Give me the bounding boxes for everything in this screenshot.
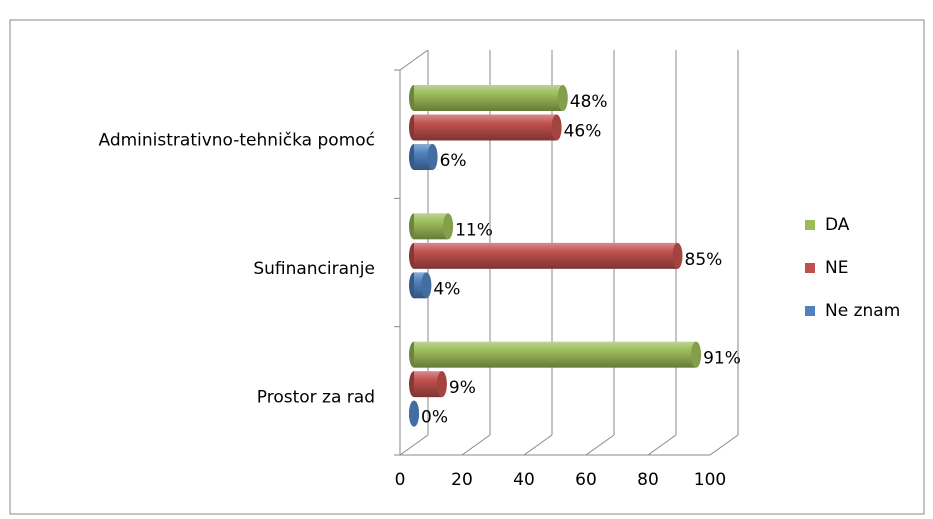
- data-label: 0%: [421, 408, 448, 428]
- y-tick-label: Sufinanciranje: [253, 259, 375, 279]
- bar: [414, 242, 678, 269]
- grid-line: [461, 434, 491, 456]
- legend-label: Ne znam: [825, 301, 900, 321]
- bar: [414, 114, 557, 141]
- bar: [414, 144, 433, 170]
- bar: [414, 85, 563, 111]
- grid-line: [399, 434, 429, 456]
- data-label: 85%: [685, 250, 723, 270]
- grid-line: [585, 434, 615, 456]
- y-tick-label: Prostor za rad: [257, 387, 375, 407]
- data-label: 11%: [455, 220, 493, 240]
- bar-cap: [421, 272, 432, 299]
- bar-cap: [443, 213, 454, 240]
- legend-swatch: [805, 263, 815, 273]
- grid-line: [647, 434, 677, 456]
- legend-swatch: [805, 306, 815, 316]
- bar-cap: [557, 85, 568, 111]
- legend-label: NE: [825, 258, 848, 278]
- data-label: 6%: [440, 151, 467, 171]
- legend-swatch: [805, 220, 815, 230]
- x-tick-label: 0: [395, 470, 406, 490]
- y-tick-label: Administrativno-tehnička pomoć: [98, 131, 375, 151]
- grid-line: [709, 434, 739, 456]
- bar-cap: [551, 114, 562, 141]
- data-label: 48%: [570, 92, 608, 112]
- x-tick-label: 100: [694, 470, 726, 490]
- wall-edge: [399, 49, 429, 71]
- x-tick-label: 80: [637, 470, 659, 490]
- bar-cap: [672, 242, 683, 269]
- x-tick-label: 60: [575, 470, 597, 490]
- x-tick-label: 40: [513, 470, 535, 490]
- bar-cap: [427, 144, 438, 170]
- bar-cap: [436, 371, 447, 398]
- bar-cap: [409, 400, 419, 427]
- legend-label: DA: [825, 215, 850, 235]
- data-label: 46%: [564, 122, 602, 142]
- data-label: 91%: [703, 349, 741, 369]
- bar: [414, 213, 449, 240]
- x-tick-label: 20: [451, 470, 473, 490]
- bar: [414, 341, 697, 368]
- data-label: 4%: [433, 279, 460, 299]
- grid-line: [523, 434, 553, 456]
- data-label: 9%: [449, 378, 476, 398]
- bar-cap: [691, 341, 702, 368]
